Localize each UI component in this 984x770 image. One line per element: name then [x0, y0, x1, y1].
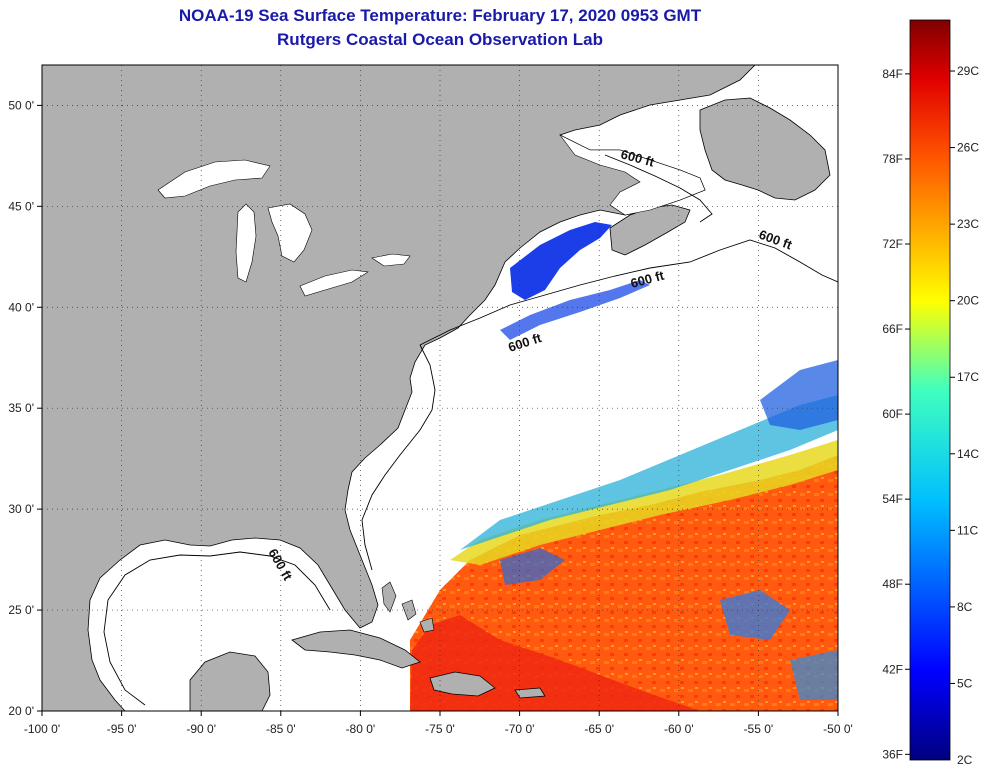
- lat-tick-label: 40 0': [8, 300, 34, 314]
- colorbar-fahrenheit-label: 36F: [882, 747, 903, 761]
- axis-ticks: -100 0' -95 0' -90 0' -85 0' -80 0' -75 0' -70…: [8, 98, 852, 736]
- lat-tick-label: 50 0': [8, 98, 34, 112]
- colorbar-celsius-label: 5C: [957, 676, 973, 690]
- colorbar-fahrenheit-label: 54F: [882, 492, 903, 506]
- map-title: NOAA-19 Sea Surface Temperature: Februar…: [178, 6, 702, 25]
- colorbar-celsius-label: 23C: [957, 217, 979, 231]
- lat-tick-label: 20 0': [8, 704, 34, 718]
- sst-cold-patch-southeast: [790, 650, 838, 700]
- colorbar-celsius-label: 2C: [957, 753, 973, 767]
- colorbar-celsius-label: 17C: [957, 370, 979, 384]
- map-subtitle: Rutgers Coastal Ocean Observation Lab: [277, 30, 603, 49]
- lon-tick-label: -65 0': [584, 722, 614, 736]
- isobath-600ft-atlantic-coast: [361, 344, 436, 571]
- colorbar-fahrenheit-label: 72F: [882, 237, 903, 251]
- lon-tick-label: -50 0': [823, 722, 853, 736]
- colorbar-fahrenheit-label: 48F: [882, 577, 903, 591]
- cuba-land: [291, 629, 421, 669]
- sst-cold-patch-south: [720, 590, 790, 640]
- lon-tick-label: -75 0': [425, 722, 455, 736]
- lat-tick-label: 25 0': [8, 603, 34, 617]
- isobath-600ft-laurentian: [604, 154, 713, 223]
- colorbar-labels: 29C 26C 23C 20C 17C 14C 11C 8C 5C 2C 84F 78F 72F 66F 6…: [882, 64, 979, 767]
- lon-tick-label: -90 0': [186, 722, 216, 736]
- yucatan-land: [189, 651, 271, 711]
- colorbar-fahrenheit-label: 60F: [882, 407, 903, 421]
- lake-ontario: [371, 253, 411, 267]
- newfoundland-land: [699, 97, 831, 201]
- colorbar-celsius-label: 26C: [957, 141, 979, 155]
- lon-tick-label: -60 0': [664, 722, 694, 736]
- colorbar-fahrenheit-label: 84F: [882, 67, 903, 81]
- isobath-600ft-northeast: [419, 239, 838, 346]
- lon-tick-label: -55 0': [744, 722, 774, 736]
- isobath-600ft-gulf: [103, 551, 331, 706]
- lat-tick-label: 45 0': [8, 199, 34, 213]
- colorbar-celsius-label: 14C: [957, 447, 979, 461]
- sst-cold-patch-shelf: [500, 280, 650, 340]
- lake-superior: [157, 159, 271, 199]
- colorbar-celsius-label: 8C: [957, 600, 973, 614]
- gulf-of-st-lawrence: [559, 134, 706, 216]
- lake-michigan: [235, 203, 257, 283]
- puerto-rico-land: [514, 687, 546, 699]
- lake-huron: [267, 203, 313, 263]
- lon-tick-label: -80 0': [346, 722, 376, 736]
- colorbar-fahrenheit-label: 78F: [882, 152, 903, 166]
- lon-tick-label: -70 0': [505, 722, 535, 736]
- colorbar-celsius-label: 29C: [957, 64, 979, 78]
- lat-tick-label: 30 0': [8, 502, 34, 516]
- colorbar-celsius-label: 11C: [957, 523, 978, 537]
- sst-cold-patch-gulf-of-maine: [510, 222, 612, 300]
- sst-cool-band: [460, 395, 838, 550]
- colorbar-fahrenheit-label: 66F: [882, 322, 903, 336]
- sst-transition-band: [450, 440, 838, 565]
- lon-tick-label: -85 0': [266, 722, 296, 736]
- lon-tick-label: -95 0': [107, 722, 137, 736]
- hispaniola-land: [429, 671, 496, 697]
- sst-cold-patch-bahamas: [500, 548, 565, 585]
- bahamas-islands: [381, 581, 435, 633]
- colorbar-celsius-label: 20C: [957, 294, 979, 308]
- lon-tick-label: -100 0': [24, 722, 60, 736]
- colorbar: [909, 19, 951, 761]
- lat-tick-label: 35 0': [8, 401, 34, 415]
- colorbar-fahrenheit-label: 42F: [882, 662, 903, 676]
- sst-cold-patch-east: [760, 360, 838, 430]
- lake-erie: [299, 269, 369, 297]
